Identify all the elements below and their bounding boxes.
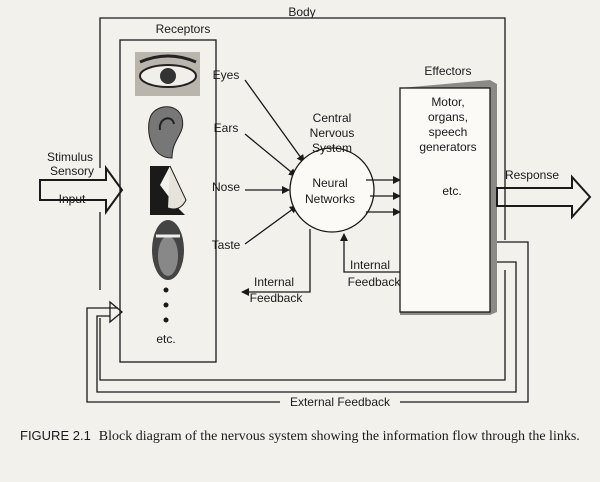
effector-item: generators xyxy=(419,140,476,154)
arrow xyxy=(244,205,298,245)
cns-circle xyxy=(289,147,375,233)
nose-icon xyxy=(150,165,187,215)
diagram: Body Receptors Eyes Ears Nose Taste etc.… xyxy=(39,5,592,409)
dot xyxy=(163,302,169,308)
feedback-label: Feedback xyxy=(250,291,304,305)
input-label: Stimulus xyxy=(47,150,93,164)
eye-icon xyxy=(135,52,200,96)
input-arrow xyxy=(39,164,124,216)
cns-core: Neural xyxy=(312,176,347,190)
external-feedback xyxy=(96,261,517,393)
caption: FIGURE 2.1 Block diagram of the nervous s… xyxy=(20,427,580,446)
cns-title: System xyxy=(312,141,352,155)
feedback-label: Feedback xyxy=(348,275,402,289)
body-outline xyxy=(99,270,506,381)
receptor-label: Eyes xyxy=(213,68,240,82)
receptor-more: etc. xyxy=(156,332,175,346)
arrow xyxy=(244,133,297,177)
body-label: Body xyxy=(288,5,315,19)
arrow xyxy=(244,79,305,163)
caption-label: FIGURE 2.1 xyxy=(20,428,91,443)
feedback-label: Internal xyxy=(350,258,390,272)
label-bg xyxy=(280,396,400,408)
feedback-label: Internal xyxy=(254,275,294,289)
effector-item: organs, xyxy=(428,110,468,124)
effector-item: Motor, xyxy=(431,95,464,109)
cns-title: Central xyxy=(313,111,352,125)
dot xyxy=(163,287,169,293)
cns-title: Nervous xyxy=(310,126,355,140)
ear-icon xyxy=(148,106,184,159)
input-label: Sensory xyxy=(50,164,94,178)
receptor-label: Ears xyxy=(214,121,239,135)
effectors-title: Effectors xyxy=(424,64,471,78)
external-feedback-head xyxy=(109,300,124,324)
caption-text: Block diagram of the nervous system show… xyxy=(98,429,580,444)
receptors-box xyxy=(119,39,217,363)
response-arrow xyxy=(496,174,592,220)
receptors-title: Receptors xyxy=(156,22,211,36)
feedback-label: External Feedback xyxy=(290,395,391,409)
effector-item: speech xyxy=(429,125,468,139)
dot xyxy=(163,317,169,323)
response-label: Response xyxy=(505,168,559,182)
arrow xyxy=(340,233,400,273)
receptor-label: Nose xyxy=(212,180,240,194)
effector-more: etc. xyxy=(442,184,461,198)
receptor-label: Taste xyxy=(212,238,241,252)
effectors-box xyxy=(399,87,491,313)
body-outline xyxy=(99,17,506,240)
arrow xyxy=(241,229,311,296)
input-label: Input xyxy=(59,192,86,206)
cns-core: Networks xyxy=(305,192,355,206)
mouth-icon xyxy=(152,220,184,280)
